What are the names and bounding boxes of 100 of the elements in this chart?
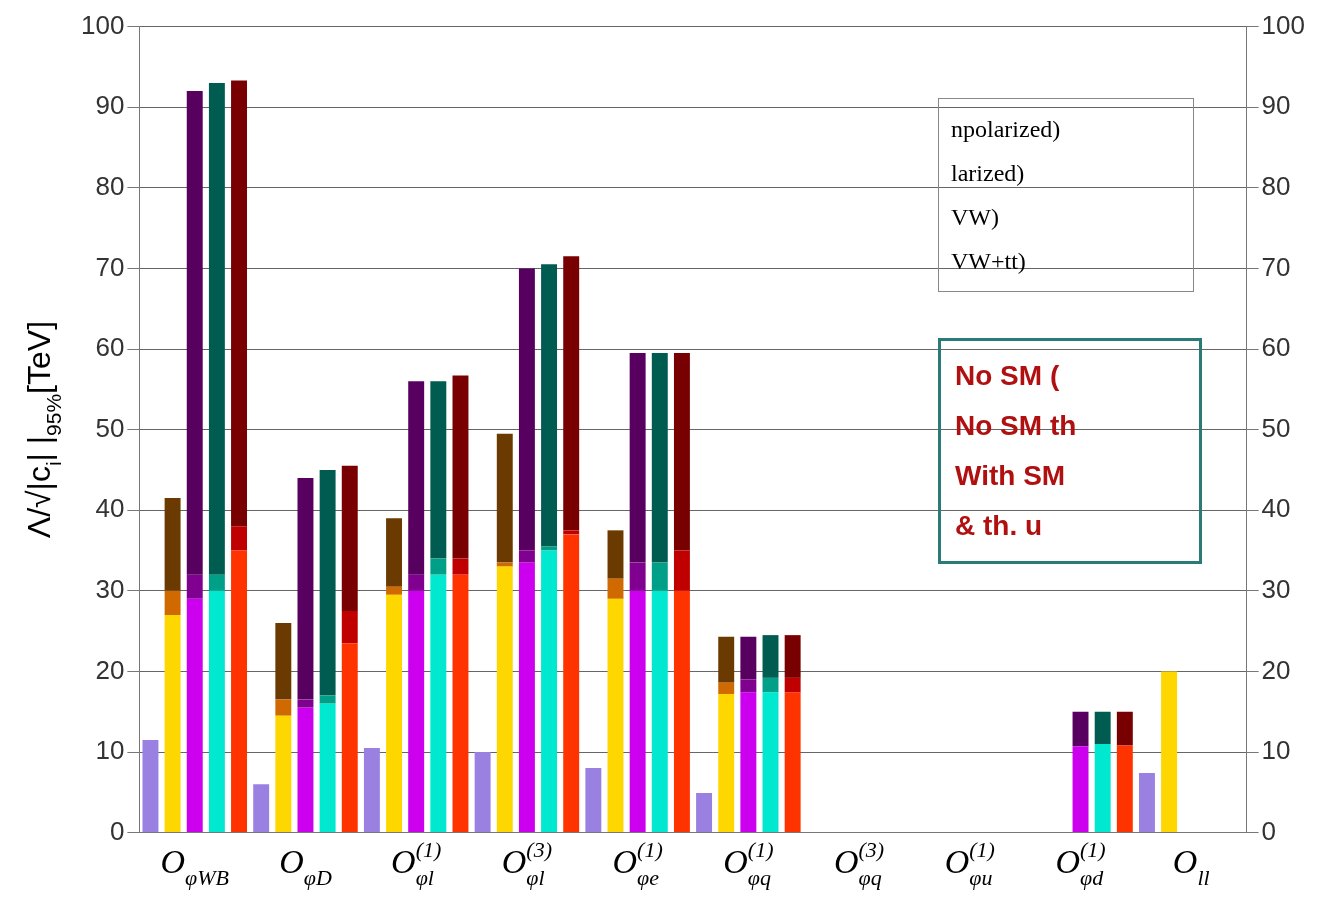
bar: [762, 677, 779, 693]
bar: [430, 558, 447, 575]
bar: [319, 695, 336, 704]
bar: [164, 498, 181, 591]
bar: [607, 598, 624, 833]
y2-tick-label: 10: [1261, 735, 1291, 766]
bar: [208, 574, 225, 591]
bar: [607, 578, 624, 599]
bar: [541, 550, 558, 833]
y2-tick-label: 0: [1261, 815, 1277, 846]
bar: [518, 562, 535, 833]
bar: [563, 534, 580, 833]
bar: [563, 530, 580, 535]
bar: [718, 693, 735, 833]
bar: [1116, 711, 1133, 746]
bar: [518, 268, 535, 551]
y-tick-label: 60: [95, 332, 125, 363]
bar: [408, 574, 425, 591]
annotation: With SM: [955, 459, 1067, 493]
bar: [1116, 745, 1133, 833]
y2-tick-label: 30: [1261, 573, 1291, 604]
y2-tick-label: 100: [1261, 9, 1306, 40]
bar: [319, 469, 336, 696]
bar: [297, 699, 314, 708]
bar: [541, 546, 558, 551]
bar: [629, 562, 646, 591]
bar: [651, 562, 668, 591]
bar: [386, 594, 403, 833]
bar: [363, 747, 380, 833]
bar: [341, 610, 358, 644]
bar: [1094, 743, 1111, 833]
y2-tick-label: 70: [1261, 251, 1291, 282]
bar: [186, 574, 203, 599]
bar: [718, 636, 735, 683]
bar: [430, 574, 447, 833]
y-tick-label: 30: [95, 573, 125, 604]
y-tick-label: 10: [95, 735, 125, 766]
bar: [740, 636, 757, 680]
bar: [452, 558, 469, 575]
bar: [629, 590, 646, 833]
y2-tick-label: 80: [1261, 170, 1291, 201]
bar: [275, 699, 292, 716]
y-axis-title: Λ/√|ci| |95%[TeV]: [21, 320, 66, 539]
y-tick-label: 40: [95, 493, 125, 524]
bar: [740, 679, 757, 693]
bar: [1139, 772, 1155, 833]
bar: [762, 635, 779, 678]
bar: [496, 566, 513, 833]
bar: [1094, 711, 1111, 744]
y2-tick-label: 40: [1261, 493, 1291, 524]
bar: [651, 590, 668, 833]
bar: [784, 635, 801, 678]
bar: [452, 574, 469, 833]
bar: [341, 643, 358, 833]
bar: [208, 83, 225, 575]
annotation: npolarized): [951, 115, 1062, 144]
annotation: larized): [951, 159, 1026, 188]
y2-tick-label: 90: [1261, 90, 1291, 121]
y-tick-label: 70: [95, 251, 125, 282]
bar: [341, 465, 358, 611]
bar: [784, 692, 801, 833]
bar: [762, 692, 779, 833]
bar: [231, 80, 247, 527]
bar: [1072, 746, 1089, 833]
bar: [186, 598, 203, 833]
bar: [541, 264, 558, 547]
bar: [518, 550, 535, 563]
y-tick-label: 90: [95, 90, 125, 121]
bar: [673, 353, 690, 551]
annotation: & th. u: [955, 509, 1044, 543]
bar: [297, 707, 314, 833]
bar: [275, 715, 292, 833]
bar: [585, 768, 602, 833]
bar: [408, 381, 425, 575]
bar: [408, 590, 425, 833]
bar: [430, 381, 447, 559]
bar: [651, 353, 668, 563]
bar: [452, 375, 469, 559]
bar: [297, 477, 314, 700]
y-tick-label: 0: [109, 815, 125, 846]
bar: [186, 91, 203, 575]
bar: [696, 793, 713, 833]
annotation: VW+tt): [951, 247, 1027, 276]
bar: [474, 752, 491, 833]
bar: [563, 256, 580, 531]
bar: [275, 623, 292, 700]
bar: [142, 739, 159, 833]
bar: [673, 590, 690, 833]
bar: [629, 353, 646, 563]
bar: [386, 518, 403, 587]
bar: [496, 562, 513, 567]
y2-tick-label: 20: [1261, 654, 1291, 685]
bar: [718, 682, 735, 694]
bar: [386, 586, 403, 595]
bar: [1161, 671, 1178, 833]
y2-tick-label: 50: [1261, 412, 1291, 443]
bar: [496, 433, 513, 563]
bar: [673, 550, 690, 591]
bar: [740, 692, 757, 833]
bar: [164, 614, 181, 833]
